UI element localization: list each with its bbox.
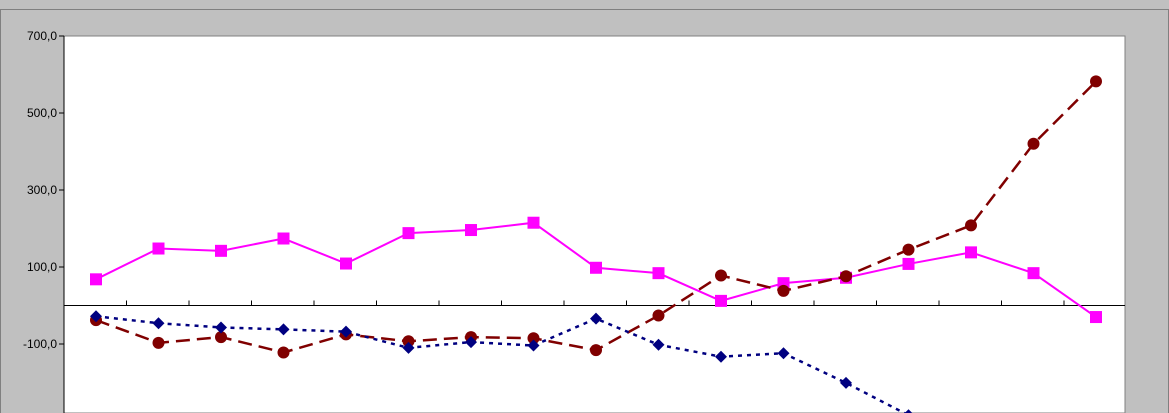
series-1-point [590,261,602,274]
series-3-point [715,350,727,363]
series-layer [90,75,1102,413]
series-1-point [715,294,727,307]
series-3-point [402,341,415,354]
y-tick-label: 700,0 [27,29,57,43]
series-2-point [840,270,852,283]
series-1-point [402,227,415,240]
series-2-point [152,336,165,349]
series-3-point [904,409,913,413]
series-3-point [527,339,540,352]
series-3-line [95,315,907,413]
series-1-point [902,257,915,270]
series-1-point [340,257,352,270]
series-3-point [340,325,352,338]
series-3-point [777,347,790,360]
series-1-point [965,246,977,259]
series-3-point [152,317,165,330]
series-1-point [527,216,540,229]
series-2-point [402,335,415,348]
series-3-point [90,310,102,323]
series-2-point [215,331,227,344]
series-1-point [1090,311,1102,324]
series-2-point [277,346,290,359]
series-2-point [715,269,727,282]
series-1-point [152,242,165,255]
series-2-point [590,344,602,357]
series-3-point [215,321,227,334]
series-2-point [1027,137,1040,150]
series-3-point [652,338,665,351]
series-1-point [1027,267,1040,280]
y-tick-label: -100,0 [23,337,57,351]
series-1-point [652,267,665,280]
y-tick-label: 300,0 [27,183,57,197]
series-2-point [777,284,790,297]
series-3-point [840,376,852,389]
axes: 700,0 500,0 300,0 100,0 -100,0 [23,29,1125,413]
series-3-point [277,323,290,336]
y-tick-label: 100,0 [27,260,57,274]
series-2-point [902,243,915,256]
series-1-point [465,224,477,237]
series-3-point [465,336,477,349]
series-2-point [965,219,977,232]
series-2-point [652,309,665,322]
series-1-point [90,273,102,286]
series-2-point [1090,75,1102,88]
series-3-point [590,312,602,325]
y-tick-label: 500,0 [27,106,57,120]
series-1-point [277,232,290,245]
series-2-point [527,332,540,345]
series-1-point [215,244,227,257]
